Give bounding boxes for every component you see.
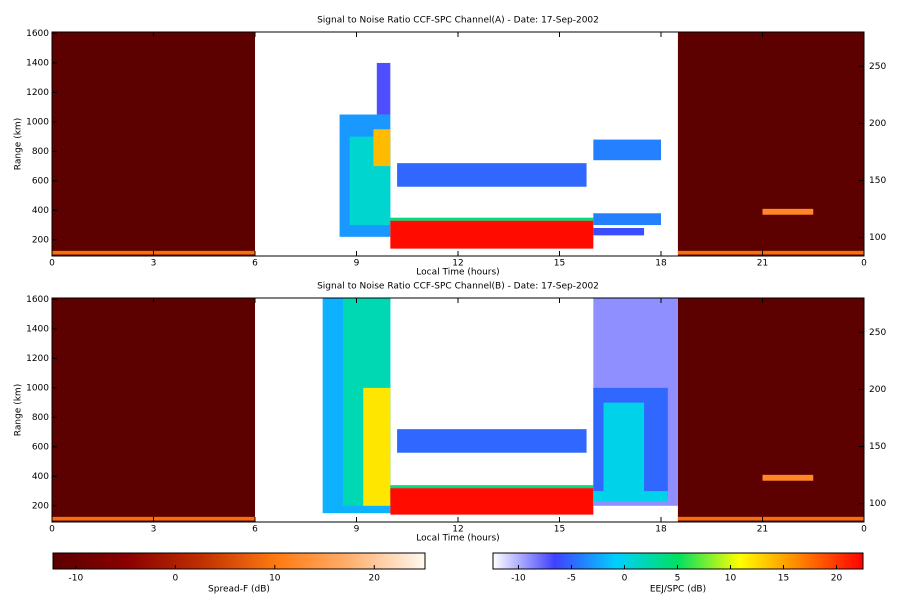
y-tick-label: 1200 [26, 88, 49, 98]
x-axis-label: Local Time (hours) [416, 534, 499, 544]
colorbar [492, 552, 864, 570]
x-tick-label: 0 [861, 525, 867, 535]
heat-region [390, 485, 594, 489]
heat-region [762, 208, 814, 215]
y2-tick-label: 250 [869, 328, 886, 338]
heat-region [373, 129, 391, 167]
heat-region [397, 163, 587, 187]
y-tick-label: 400 [32, 206, 49, 216]
y2-tick-label: 100 [869, 233, 886, 243]
colorbar-tick-label: -10 [69, 574, 84, 584]
heat-region [762, 474, 814, 481]
colorbar-tick-label: 20 [831, 574, 843, 584]
x-tick-label: 15 [554, 525, 565, 535]
y-tick-label: 200 [32, 235, 49, 245]
plot-area [52, 32, 864, 256]
y-axis-label: Range (km) [14, 118, 24, 170]
colorbar-tick-label: 10 [269, 574, 281, 584]
panel-title: Signal to Noise Ratio CCF-SPC Channel(A)… [317, 16, 599, 26]
heat-region [397, 429, 587, 453]
y2-tick-label: 200 [869, 385, 886, 395]
y-tick-label: 1600 [26, 295, 49, 305]
y-tick-label: 800 [32, 413, 49, 423]
plot-area [52, 298, 864, 522]
x-tick-label: 6 [252, 525, 258, 535]
x-tick-label: 6 [252, 259, 258, 269]
y-tick-label: 200 [32, 501, 49, 511]
y-tick-label: 1400 [26, 324, 49, 334]
y-tick-label: 600 [32, 442, 49, 452]
colorbar-tick-label: 0 [172, 574, 178, 584]
y2-tick-label: 100 [869, 499, 886, 509]
x-tick-label: 9 [354, 259, 360, 269]
x-tick-label: 21 [757, 259, 768, 269]
heat-region [390, 488, 594, 515]
x-tick-label: 3 [151, 525, 157, 535]
y-tick-label: 400 [32, 472, 49, 482]
colorbar-label: EEJ/SPC (dB) [650, 585, 706, 595]
y-tick-label: 1400 [26, 58, 49, 68]
y2-tick-label: 150 [869, 442, 886, 452]
y-axis-label: Range (km) [14, 384, 24, 436]
x-tick-label: 0 [49, 259, 55, 269]
y-tick-label: 600 [32, 176, 49, 186]
colorbar-label: Spread-F (dB) [208, 585, 270, 595]
x-tick-label: 15 [554, 259, 565, 269]
colorbar-tick-label: 20 [369, 574, 381, 584]
heat-region [677, 250, 864, 255]
colorbar-tick-label: 15 [778, 574, 789, 584]
heat-region [593, 228, 645, 236]
x-axis-label: Local Time (hours) [416, 268, 499, 278]
y-tick-label: 800 [32, 147, 49, 157]
x-tick-label: 0 [861, 259, 867, 269]
colorbar-tick-label: -5 [567, 574, 576, 584]
y-tick-label: 1000 [26, 117, 49, 127]
x-tick-label: 12 [452, 259, 463, 269]
colorbar [52, 552, 426, 570]
heat-region [593, 213, 661, 226]
panel: Signal to Noise Ratio CCF-SPC Channel(A)… [14, 16, 887, 278]
colorbar-tick-label: 5 [675, 574, 681, 584]
x-tick-label: 21 [757, 525, 768, 535]
y2-tick-label: 250 [869, 62, 886, 72]
x-tick-label: 3 [151, 259, 157, 269]
heat-region [603, 402, 645, 492]
x-tick-label: 0 [49, 525, 55, 535]
x-tick-label: 18 [655, 259, 667, 269]
heat-region [390, 220, 594, 249]
heat-region [390, 217, 594, 221]
heat-region [593, 491, 668, 502]
x-tick-label: 9 [354, 525, 360, 535]
heat-region [593, 139, 661, 161]
heat-region [52, 298, 255, 522]
x-tick-label: 12 [452, 525, 463, 535]
heat-region [363, 387, 391, 506]
colorbar-tick-label: 0 [622, 574, 628, 584]
heat-region [677, 298, 864, 522]
colorbar-tick-label: 10 [725, 574, 737, 584]
y-tick-label: 1600 [26, 29, 49, 39]
heat-region [677, 32, 864, 256]
y2-tick-label: 150 [869, 176, 886, 186]
heat-region [677, 516, 864, 521]
x-tick-label: 18 [655, 525, 667, 535]
heat-region [52, 32, 255, 256]
heat-region [376, 62, 391, 115]
y-tick-label: 1000 [26, 383, 49, 393]
panel: Signal to Noise Ratio CCF-SPC Channel(B)… [14, 282, 887, 544]
y-tick-label: 1200 [26, 354, 49, 364]
colorbar-tick-label: -10 [511, 574, 526, 584]
panel-title: Signal to Noise Ratio CCF-SPC Channel(B)… [317, 282, 599, 292]
y2-tick-label: 200 [869, 119, 886, 129]
